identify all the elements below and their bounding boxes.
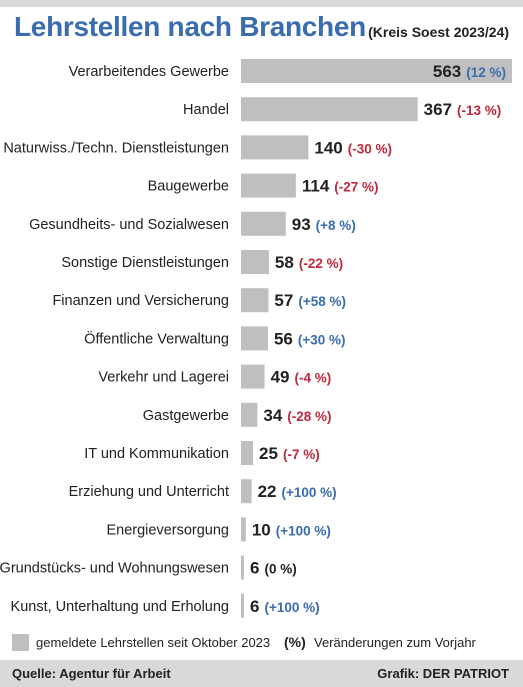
value-label: 563 (433, 62, 461, 81)
category-label: Kunst, Unterhaltung und Erholung (11, 599, 229, 615)
value-label: 49 (271, 368, 290, 387)
category-label: Öffentliche Verwaltung (84, 329, 229, 347)
value-label: 93 (292, 215, 311, 234)
value-label: 34 (263, 406, 282, 425)
category-label: Energieversorgung (106, 522, 229, 538)
change-label: (+58 %) (298, 294, 346, 309)
category-label: Gastgewerbe (143, 408, 229, 424)
change-label: (-30 %) (348, 141, 392, 156)
value-label: 140 (314, 138, 342, 157)
bar (241, 59, 512, 83)
change-label: (-27 %) (334, 180, 378, 195)
bar (241, 97, 418, 122)
category-label: Naturwiss./Techn. Dienstleistungen (3, 140, 229, 156)
value-label: 58 (275, 253, 294, 272)
bar (241, 288, 269, 313)
value-label: 6 (250, 559, 259, 578)
top-bar (0, 0, 523, 7)
bar (241, 441, 254, 465)
legend-swatch (12, 634, 29, 651)
value-label: 114 (302, 177, 330, 196)
source-text: Quelle: Agentur für Arbeit (12, 666, 171, 681)
change-label: (+100 %) (282, 485, 337, 500)
bar (241, 517, 246, 542)
bar (241, 326, 268, 351)
category-label: Handel (183, 102, 229, 118)
category-label: Finanzen und Versicherung (52, 293, 229, 309)
value-label: 56 (274, 329, 293, 348)
category-label: Verarbeitendes Gewerbe (69, 64, 229, 80)
chart-title: Lehrstellen nach Branchen (14, 11, 366, 42)
bar (241, 250, 269, 274)
change-label: (+100 %) (276, 523, 331, 538)
bar (241, 173, 296, 198)
bar (241, 555, 244, 580)
change-label: (-28 %) (287, 409, 331, 424)
bar (241, 364, 265, 389)
category-label: Grundstücks- und Wohnungswesen (0, 561, 229, 577)
bar (241, 211, 286, 236)
category-label: Baugewerbe (148, 179, 229, 195)
value-label: 367 (424, 100, 452, 119)
category-label: Verkehr und Lagerei (98, 370, 229, 386)
chart-subtitle: (Kreis Soest 2023/24) (368, 24, 509, 40)
category-label: Erziehung und Unterricht (69, 484, 229, 500)
change-label: (-13 %) (457, 103, 501, 118)
legend-bar-label: gemeldete Lehrstellen seit Oktober 2023 (36, 635, 271, 650)
change-label: (0 %) (264, 562, 296, 577)
bar (241, 402, 258, 427)
footer: Quelle: Agentur für Arbeit Grafik: DER P… (0, 660, 523, 687)
legend-pct-symbol: (%) (284, 634, 306, 650)
legend-pct-label: Veränderungen zum Vorjahr (314, 635, 476, 650)
value-label: 25 (259, 444, 278, 463)
value-label: 10 (252, 520, 271, 539)
change-label: (+8 %) (316, 218, 356, 233)
change-label: (+100 %) (264, 600, 319, 615)
value-label: 6 (250, 597, 259, 616)
category-label: Gesundheits- und Sozialwesen (29, 217, 229, 233)
category-label: Sonstige Dienstleistungen (61, 255, 229, 271)
value-label: 22 (258, 482, 277, 501)
credit-text: Grafik: DER PATRIOT (377, 666, 509, 681)
change-label: (-4 %) (295, 371, 332, 386)
change-label: (-7 %) (283, 447, 320, 462)
value-label: 57 (274, 291, 293, 310)
change-label: (-22 %) (299, 256, 343, 271)
change-label: (+30 %) (298, 332, 346, 347)
legend: gemeldete Lehrstellen seit Oktober 2023 … (12, 632, 512, 654)
bar (241, 479, 252, 504)
bar-chart: Verarbeitendes Gewerbe (12 %) 563 Handel 367… (0, 59, 512, 618)
category-label: IT und Kommunikation (84, 446, 229, 462)
bar (241, 593, 244, 618)
bar (241, 135, 309, 160)
change-label: (12 %) (466, 65, 506, 80)
